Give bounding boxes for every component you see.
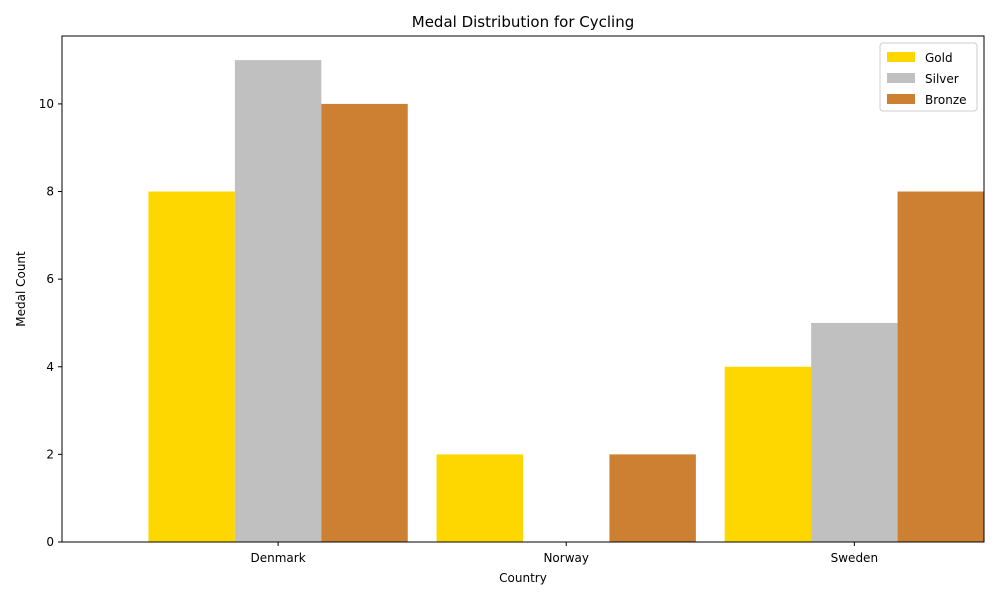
y-tick-label: 4 xyxy=(46,360,54,374)
legend: Gold Silver Bronze xyxy=(879,42,978,112)
y-tick-label: 6 xyxy=(46,272,54,286)
y-tick-label: 10 xyxy=(39,97,54,111)
x-axis: Denmark Norway Sweden xyxy=(251,542,878,565)
bar-silver-sweden xyxy=(811,322,898,542)
legend-label-bronze: Bronze xyxy=(925,93,967,107)
legend-swatch-gold xyxy=(887,52,915,62)
x-tick-label: Denmark xyxy=(251,551,306,565)
legend-swatch-silver xyxy=(887,73,915,83)
y-axis-label: Medal Count xyxy=(14,251,28,327)
y-axis: 0 2 4 6 8 10 xyxy=(39,97,62,549)
bar-bronze-norway xyxy=(609,454,696,542)
bar-bronze-sweden xyxy=(897,191,984,542)
legend-swatch-bronze xyxy=(887,94,915,104)
x-tick-label: Sweden xyxy=(831,551,878,565)
y-tick-label: 0 xyxy=(46,535,54,549)
plot-frame xyxy=(61,35,985,543)
y-tick-label: 8 xyxy=(46,185,54,199)
legend-label-silver: Silver xyxy=(925,72,959,86)
bar-gold-denmark xyxy=(148,191,235,542)
x-axis-label: Country xyxy=(499,571,547,585)
x-tick-label: Norway xyxy=(543,551,589,565)
chart-title: Medal Distribution for Cycling xyxy=(412,13,634,31)
bar-bronze-denmark xyxy=(321,103,408,543)
legend-label-gold: Gold xyxy=(925,51,953,65)
bar-gold-norway xyxy=(436,454,523,542)
bar-gold-sweden xyxy=(724,366,812,542)
y-tick-label: 2 xyxy=(46,447,54,461)
bars-layer xyxy=(148,60,984,543)
bar-silver-denmark xyxy=(234,60,322,542)
